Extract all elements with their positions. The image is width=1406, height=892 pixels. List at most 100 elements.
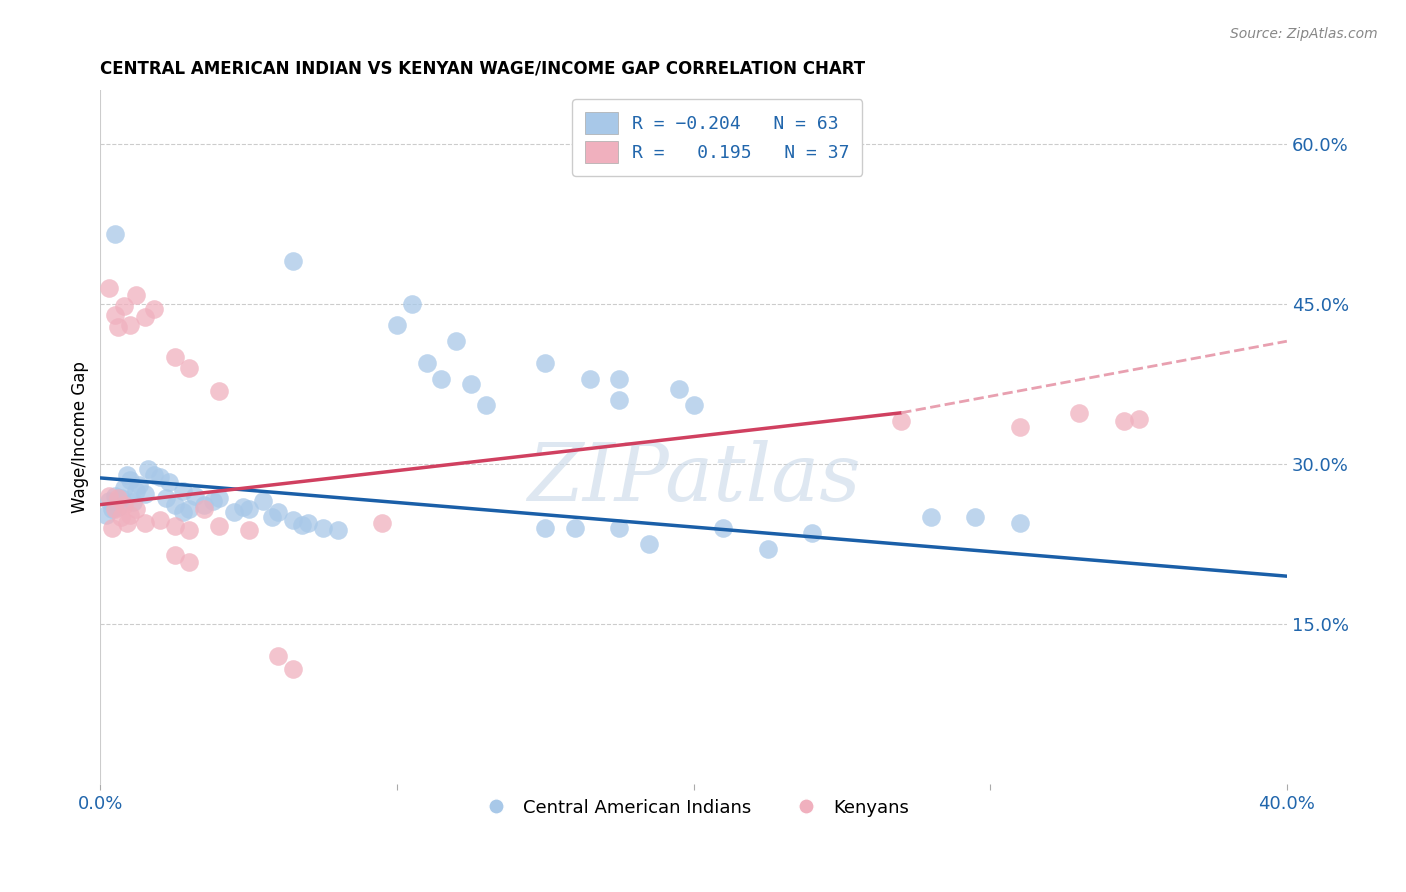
Point [125, 502, 148, 516]
Point [534, 355, 557, 369]
Point [252, 494, 274, 508]
Point [179, 502, 201, 516]
Point [312, 521, 335, 535]
Point [112, 299, 135, 313]
Point [107, 500, 129, 514]
Point [98, 489, 121, 503]
Point [101, 502, 124, 516]
Point [283, 662, 305, 676]
Point [112, 481, 135, 495]
Point [460, 376, 482, 391]
Point [163, 519, 186, 533]
Point [172, 483, 194, 498]
Point [125, 288, 148, 302]
Point [238, 523, 260, 537]
Point [446, 334, 468, 349]
Point [163, 548, 186, 562]
Y-axis label: Wage/Income Gap: Wage/Income Gap [72, 361, 89, 513]
Point [172, 505, 194, 519]
Point [179, 523, 201, 537]
Point [179, 360, 201, 375]
Point [965, 510, 987, 524]
Point [149, 470, 172, 484]
Point [115, 516, 138, 530]
Point [134, 516, 156, 530]
Point [96, 508, 118, 523]
Point [682, 398, 704, 412]
Point [920, 510, 942, 524]
Legend: Central American Indians, Kenyans: Central American Indians, Kenyans [471, 791, 917, 824]
Point [283, 254, 305, 268]
Point [267, 505, 290, 519]
Point [155, 491, 177, 506]
Text: CENTRAL AMERICAN INDIAN VS KENYAN WAGE/INCOME GAP CORRELATION CHART: CENTRAL AMERICAN INDIAN VS KENYAN WAGE/I… [100, 60, 866, 78]
Point [134, 487, 156, 501]
Point [801, 526, 824, 541]
Point [1128, 412, 1150, 426]
Point [232, 500, 254, 514]
Point [134, 310, 156, 324]
Point [1069, 406, 1091, 420]
Point [202, 494, 225, 508]
Point [1008, 516, 1031, 530]
Point [163, 351, 186, 365]
Point [193, 498, 215, 512]
Point [157, 475, 180, 490]
Point [890, 414, 912, 428]
Point [149, 512, 172, 526]
Point [110, 491, 132, 506]
Point [163, 498, 186, 512]
Point [638, 537, 661, 551]
Point [208, 491, 231, 506]
Point [98, 281, 121, 295]
Point [115, 467, 138, 482]
Point [184, 489, 207, 503]
Point [222, 505, 245, 519]
Point [104, 308, 127, 322]
Point [208, 384, 231, 399]
Point [128, 478, 150, 492]
Point [1008, 419, 1031, 434]
Point [326, 523, 349, 537]
Point [125, 483, 148, 498]
Point [118, 508, 141, 523]
Point [475, 398, 498, 412]
Point [112, 498, 135, 512]
Point [385, 318, 408, 333]
Point [564, 521, 586, 535]
Point [609, 392, 631, 407]
Point [104, 502, 127, 516]
Point [609, 521, 631, 535]
Point [238, 502, 260, 516]
Point [122, 495, 145, 509]
Point [262, 510, 284, 524]
Point [609, 371, 631, 385]
Text: ZIPatlas: ZIPatlas [527, 441, 860, 517]
Point [415, 355, 437, 369]
Point [107, 491, 129, 506]
Point [401, 297, 423, 311]
Point [756, 542, 779, 557]
Point [711, 521, 734, 535]
Point [267, 649, 290, 664]
Point [534, 521, 557, 535]
Point [193, 502, 215, 516]
Point [291, 517, 314, 532]
Text: Source: ZipAtlas.com: Source: ZipAtlas.com [1230, 27, 1378, 41]
Point [371, 516, 394, 530]
Point [104, 489, 127, 503]
Point [110, 510, 132, 524]
Point [118, 318, 141, 333]
Point [136, 462, 159, 476]
Point [101, 521, 124, 535]
Point [98, 494, 121, 508]
Point [104, 227, 127, 242]
Point [283, 512, 305, 526]
Point [118, 473, 141, 487]
Point [297, 516, 319, 530]
Point [430, 371, 453, 385]
Point [208, 519, 231, 533]
Point [668, 382, 690, 396]
Point [142, 467, 165, 482]
Point [107, 320, 129, 334]
